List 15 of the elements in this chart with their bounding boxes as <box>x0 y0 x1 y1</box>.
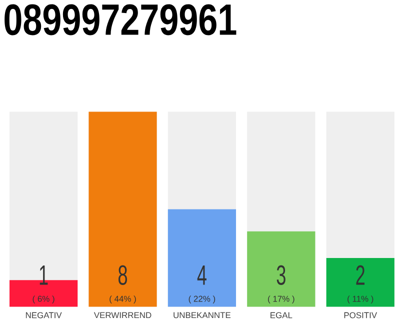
chart-title: 089997279961 <box>4 4 236 36</box>
data-label: ( 22% ) <box>188 296 216 304</box>
data-label: ( 6% ) <box>32 296 54 304</box>
x-tick-label: POSITIV <box>344 312 378 318</box>
annotation: 2 <box>356 265 364 285</box>
annotation: 8 <box>118 265 128 285</box>
x-tick-label: NEGATIV <box>26 312 62 318</box>
data-label: ( 11% ) <box>348 296 374 304</box>
data-label: ( 44% ) <box>110 296 136 304</box>
x-tick-label: UNBEKANNTE <box>174 312 231 318</box>
annotation: 3 <box>276 265 286 285</box>
x-tick-label: VERWIRREND <box>94 312 152 318</box>
annotation: 4 <box>197 266 206 285</box>
data-label: ( 17% ) <box>268 296 294 304</box>
x-tick-label: EGAL <box>270 312 292 318</box>
